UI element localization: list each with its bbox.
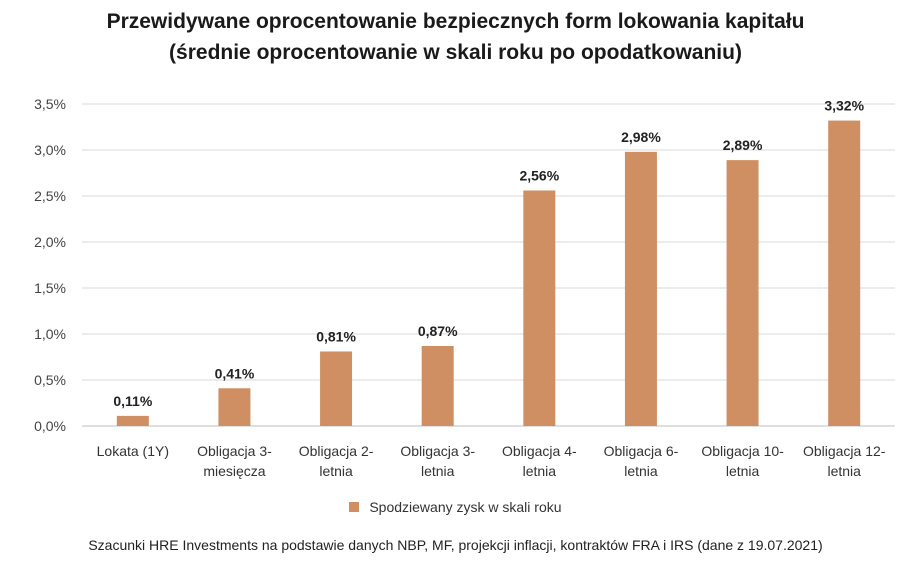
y-axis-ticks: 0,0% 0,5% 1,0% 1,5% 2,0% 2,5% 3,0% 3,5%	[34, 96, 66, 434]
chart-title: Przewidywane oprocentowanie bezpiecznych…	[0, 6, 911, 68]
data-label: 2,56%	[519, 167, 559, 183]
source-note: Szacunki HRE Investments na podstawie da…	[88, 537, 823, 553]
bar	[116, 415, 149, 426]
data-label: 2,98%	[621, 129, 661, 145]
y-tick-label: 0,5%	[34, 372, 66, 388]
data-label: 2,89%	[723, 137, 763, 153]
x-tick-label: Lokata (1Y)	[97, 443, 169, 459]
x-tick-label: Obligacja 4-letnia	[502, 443, 577, 479]
bar	[726, 160, 759, 426]
bar	[218, 388, 251, 426]
bar	[320, 351, 353, 426]
legend-swatch	[349, 502, 360, 512]
data-label: 0,41%	[215, 365, 255, 381]
data-label: 0,87%	[418, 323, 458, 339]
data-label: 0,11%	[113, 393, 152, 409]
y-tick-label: 1,0%	[34, 326, 66, 342]
y-tick-label: 0,0%	[34, 418, 66, 434]
bar	[828, 120, 861, 426]
bars	[116, 120, 861, 426]
bar	[421, 345, 454, 426]
y-tick-label: 3,5%	[34, 96, 66, 112]
y-tick-label: 2,0%	[34, 234, 66, 250]
y-tick-label: 1,5%	[34, 280, 66, 296]
y-tick-label: 3,0%	[34, 142, 66, 158]
gridlines	[82, 103, 895, 427]
x-tick-label: Obligacja 2-letnia	[299, 443, 374, 479]
x-tick-label: Obligacja 10-letnia	[701, 443, 784, 479]
x-tick-label: Obligacja 3-letnia	[400, 443, 475, 479]
bar	[523, 190, 556, 426]
legend: Spodziewany zysk w skali roku	[0, 499, 911, 515]
bar	[624, 151, 657, 426]
x-tick-label: Obligacja 6-letnia	[604, 443, 679, 479]
y-tick-label: 2,5%	[34, 188, 66, 204]
chart-title-line1: Przewidywane oprocentowanie bezpiecznych…	[106, 10, 805, 33]
x-tick-label: Obligacja 12-letnia	[803, 443, 886, 479]
data-label: 0,81%	[316, 328, 356, 344]
chart-subtitle: (średnie oprocentowanie w skali roku po …	[169, 41, 742, 64]
legend-label: Spodziewany zysk w skali roku	[369, 499, 562, 515]
data-label: 3,32%	[824, 98, 864, 114]
data-labels: 0,11% 0,41% 0,81% 0,87% 2,56% 2,98% 2,89% 3,32%	[113, 98, 864, 409]
x-tick-label: Obligacja 3-miesięcza	[197, 443, 272, 479]
x-axis-ticks: Lokata (1Y) Obligacja 3-miesięcza Obligacj…	[97, 443, 886, 479]
